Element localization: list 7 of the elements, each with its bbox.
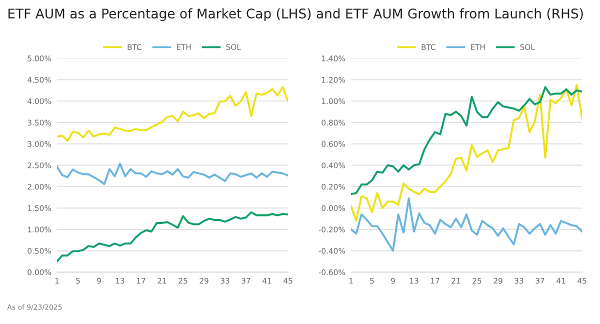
line-series [57, 211, 288, 262]
chart-title: ETF AUM as a Percentage of Market Cap (LHS) and ETF AUM Growth from Launch (RHS) [8, 8, 583, 22]
line-series [351, 86, 582, 196]
line-series [351, 197, 582, 252]
line-series [351, 84, 582, 222]
line-series [57, 86, 288, 142]
line-series [57, 162, 288, 186]
